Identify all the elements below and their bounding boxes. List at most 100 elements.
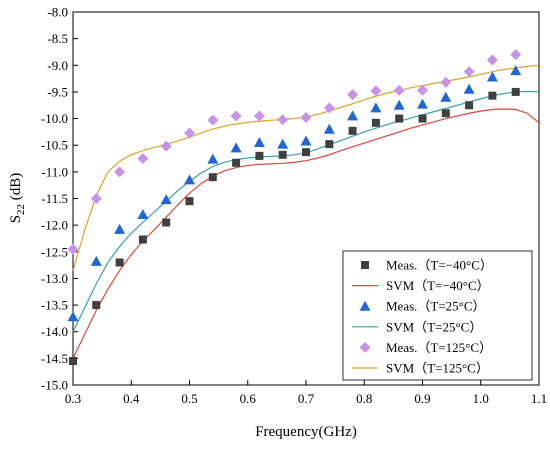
legend-label: Meas.（T=125°C） (386, 340, 492, 355)
data-point (347, 89, 359, 101)
data-point (160, 140, 172, 152)
data-point (69, 357, 77, 366)
data-point (278, 150, 287, 159)
data-point (207, 114, 219, 126)
legend-label: Meas.（T=25°C） (386, 299, 486, 314)
data-point (114, 223, 126, 234)
y-tick-label: -10.5 (41, 138, 68, 153)
data-point (441, 109, 450, 118)
data-point (325, 140, 334, 149)
data-point (323, 123, 335, 134)
data-point (302, 148, 310, 157)
data-point (371, 118, 380, 127)
data-point (370, 102, 382, 113)
data-point (393, 99, 405, 110)
data-point (418, 114, 427, 123)
data-point (208, 173, 217, 182)
data-point (300, 112, 312, 124)
data-point (185, 197, 194, 206)
x-tick-label: 0.5 (181, 391, 197, 406)
y-tick-label: -10.0 (41, 111, 68, 126)
x-tick-label: 0.7 (298, 391, 315, 406)
legend-label: Meas.（T=−40°C） (386, 258, 493, 273)
y-tick-label: -11.5 (41, 191, 68, 206)
data-point (114, 166, 126, 178)
data-point (90, 255, 102, 266)
y-tick-label: -13.0 (41, 271, 68, 286)
legend-entry: SVM（T=−40°C） (352, 278, 490, 293)
series-2 (67, 65, 522, 322)
data-point (488, 91, 497, 100)
legend-entry: SVM（T=25°C） (352, 319, 482, 334)
legend-entry: Meas.（T=−40°C） (361, 258, 493, 273)
legend-entry: Meas.（T=125°C） (359, 340, 492, 355)
legend: Meas.（T=−40°C） SVM（T=−40°C） Meas.（T=25°C） S… (342, 250, 533, 381)
y-tick-label: -9.0 (47, 58, 68, 73)
legend-entry: SVM（T=125°C） (352, 361, 489, 376)
data-point (511, 87, 520, 96)
data-point (115, 258, 124, 267)
data-point (184, 127, 195, 139)
data-point (300, 135, 312, 146)
plot-series (67, 49, 540, 366)
x-tick-label: 1.1 (531, 391, 547, 406)
data-point (370, 85, 382, 97)
data-point (465, 101, 474, 110)
x-tick-label: 1.0 (473, 391, 489, 406)
series-1 (72, 108, 540, 359)
data-point (510, 49, 522, 61)
x-tick-label: 0.4 (123, 391, 140, 406)
y-axis-title-sub: 22 (15, 204, 27, 215)
legend-label: SVM（T=−40°C） (386, 278, 490, 293)
x-tick-label: 0.8 (356, 391, 372, 406)
x-axis-title: Frequency(GHz) (255, 424, 357, 440)
data-point (393, 84, 405, 96)
legend-entry: Meas.（T=25°C） (359, 299, 486, 314)
data-point (184, 174, 195, 185)
data-point (323, 102, 335, 114)
legend-entries: Meas.（T=−40°C） SVM（T=−40°C） Meas.（T=25°C） S… (352, 258, 493, 376)
data-point (160, 194, 172, 205)
data-point (440, 76, 452, 88)
data-point (417, 98, 428, 109)
data-point (463, 66, 475, 78)
data-point (92, 301, 101, 310)
legend-marker-swatch (361, 261, 369, 269)
y-tick-label: -15.0 (41, 378, 68, 393)
data-point (67, 243, 79, 255)
data-point (510, 65, 522, 76)
data-point (253, 110, 265, 122)
legend-box (342, 250, 533, 381)
data-point (277, 138, 289, 149)
data-point (138, 235, 147, 244)
data-point (463, 83, 475, 94)
legend-label: SVM（T=25°C） (386, 319, 482, 334)
data-point (255, 151, 264, 160)
legend-label: SVM（T=125°C） (386, 361, 489, 376)
y-tick-label: -8.5 (47, 31, 68, 46)
y-tick-label: -11.0 (41, 164, 68, 179)
data-point (440, 91, 452, 102)
y-tick-label: -12.5 (41, 244, 68, 259)
data-point (67, 311, 79, 322)
data-point (486, 54, 498, 66)
y-tick-label: -14.0 (41, 324, 68, 339)
data-point (486, 71, 498, 82)
axis-ticks: 0.3 0.4 0.5 0.6 0.7 0.8 0.9 1.0 1.1 -15.0 -14.5 -14… (41, 5, 547, 407)
data-point (232, 158, 241, 167)
series-4 (67, 49, 522, 255)
data-point (137, 208, 149, 219)
y-tick-label: -14.5 (41, 351, 68, 366)
y-tick-label: -8.0 (47, 5, 68, 20)
data-point (347, 110, 359, 121)
data-point (230, 110, 242, 122)
data-point (137, 153, 149, 165)
x-tick-label: 0.6 (240, 391, 257, 406)
data-point (348, 126, 357, 135)
y-axis-title: S22 (dB) (8, 173, 27, 224)
legend-marker-swatch (359, 300, 371, 311)
data-point (207, 153, 219, 164)
x-tick-label: 0.3 (65, 391, 81, 406)
y-tick-label: -12.0 (41, 218, 68, 233)
